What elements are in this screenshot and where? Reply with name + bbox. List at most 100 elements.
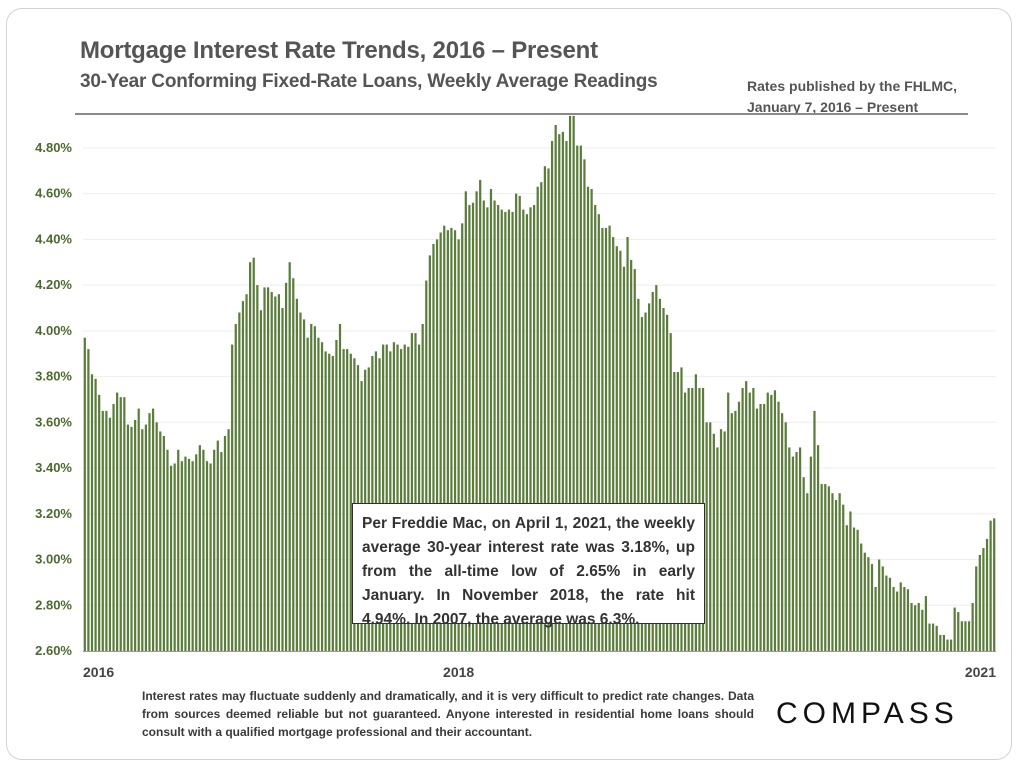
rate-bar	[184, 456, 187, 651]
rate-bar	[978, 554, 981, 651]
rate-bar	[191, 461, 194, 651]
rate-bar	[130, 426, 133, 651]
rate-bar	[719, 429, 723, 651]
y-tick-label: 3.20%	[35, 506, 72, 521]
rate-bar	[633, 269, 636, 651]
rate-bar	[644, 312, 647, 651]
rate-bar	[946, 639, 949, 651]
rate-bar	[338, 323, 342, 651]
rate-bar	[421, 323, 424, 651]
rate-bar	[921, 609, 924, 651]
rate-bar	[885, 575, 888, 651]
rate-bar	[382, 344, 385, 651]
rate-bar	[899, 582, 902, 651]
rate-bar	[558, 134, 561, 651]
rate-bar	[914, 605, 917, 651]
rate-bar	[500, 209, 503, 651]
rate-bar	[259, 310, 263, 651]
rate-bar	[957, 612, 960, 651]
page-title: Mortgage Interest Rate Trends, 2016 – Pr…	[80, 37, 598, 64]
rate-bar	[389, 351, 392, 651]
rate-bar	[734, 410, 737, 651]
rate-bar	[486, 207, 489, 651]
rate-bar	[802, 477, 805, 651]
rate-bar	[119, 397, 122, 651]
rate-bar	[622, 266, 626, 651]
rate-bar	[173, 463, 176, 651]
rate-bar	[583, 159, 586, 652]
rate-bar	[349, 353, 352, 651]
rate-bar	[816, 445, 820, 651]
rate-bar	[540, 182, 543, 652]
rate-bar	[594, 205, 597, 652]
rate-bar	[806, 493, 809, 651]
rate-bar	[745, 381, 748, 651]
rate-bar	[630, 259, 633, 651]
rate-bar	[590, 189, 593, 651]
rate-bar	[730, 413, 733, 651]
rate-bar	[601, 227, 604, 651]
rate-bar	[148, 413, 151, 651]
rate-bar	[249, 262, 252, 651]
rate-bar	[939, 634, 942, 651]
rate-bar	[982, 548, 985, 651]
rate-bar	[489, 189, 493, 651]
rate-bar	[766, 392, 769, 651]
rate-bar	[608, 225, 611, 651]
rate-bar	[931, 623, 935, 651]
rate-bar	[795, 452, 798, 651]
rate-bar	[274, 296, 277, 651]
rate-bar	[532, 205, 536, 652]
rate-bar	[906, 589, 910, 651]
rate-bar	[849, 511, 852, 651]
rate-bar	[928, 623, 931, 651]
rate-bar	[741, 388, 744, 651]
rate-bar	[245, 294, 248, 651]
rate-bar	[820, 484, 823, 651]
rate-bar	[482, 200, 485, 651]
rate-bar	[597, 214, 600, 651]
rate-bar	[838, 493, 841, 651]
rate-bar	[220, 452, 223, 651]
rate-bar	[471, 202, 475, 651]
rate-bar	[123, 397, 126, 651]
rate-bar	[798, 447, 802, 651]
rate-bar	[993, 518, 996, 651]
rate-bar	[867, 557, 870, 651]
rate-bar	[809, 456, 812, 651]
rate-bar	[267, 287, 270, 651]
rate-bar	[443, 225, 446, 651]
rate-bar	[881, 566, 884, 651]
y-tick-label: 3.60%	[35, 414, 72, 429]
rate-bar	[612, 237, 615, 651]
rate-bar	[108, 417, 112, 651]
rate-bar	[400, 349, 403, 651]
rate-bar	[964, 621, 967, 651]
rate-bar	[162, 436, 165, 651]
rate-bar	[529, 207, 532, 651]
rate-bar	[784, 422, 787, 651]
rate-bar	[870, 564, 874, 651]
rate-bar	[888, 577, 892, 651]
source-line-2: January 7, 2016 – Present	[747, 99, 919, 115]
rate-bar	[137, 408, 140, 651]
rate-bar	[759, 404, 762, 651]
rate-bar	[493, 200, 496, 651]
rate-bar	[935, 625, 938, 651]
rate-bar	[781, 413, 784, 651]
rate-bar	[166, 449, 169, 651]
rate-bar	[313, 326, 316, 651]
y-tick-label: 4.20%	[35, 277, 72, 292]
rate-bar	[428, 255, 431, 652]
rate-bar	[989, 520, 992, 651]
rate-bar	[288, 262, 291, 651]
rate-bar	[522, 209, 525, 651]
rate-bar	[755, 408, 759, 651]
rate-bar	[475, 191, 478, 651]
x-tick-label: 2018	[443, 664, 474, 680]
rate-bar	[791, 456, 795, 651]
rate-bar	[547, 168, 550, 651]
rate-bar	[324, 351, 327, 651]
rate-bar	[374, 351, 378, 651]
